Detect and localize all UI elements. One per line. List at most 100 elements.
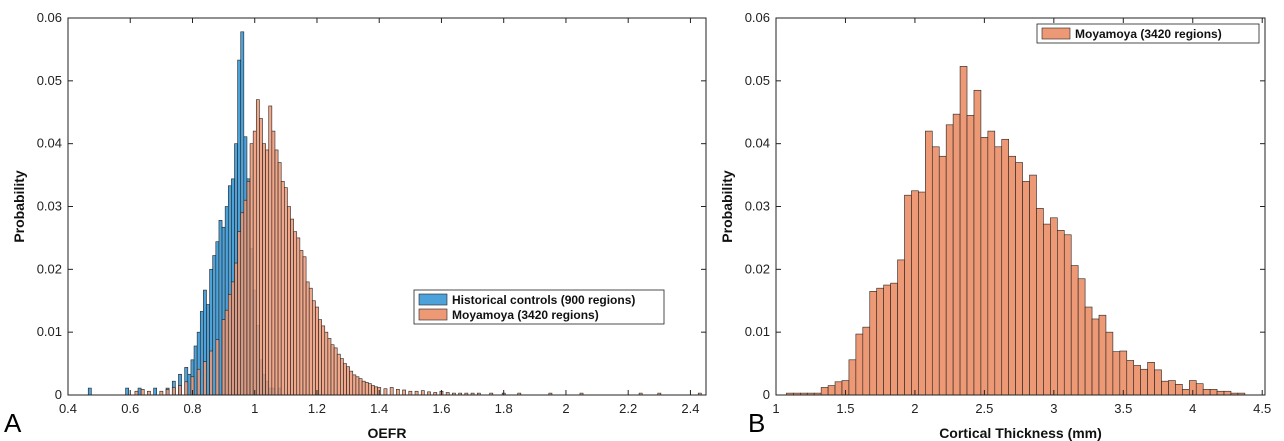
bar xyxy=(178,385,182,396)
bar xyxy=(931,146,940,396)
y-tick-label: 0.05 xyxy=(37,73,62,88)
x-axis-label: Cortical Thickness (mm) xyxy=(939,425,1102,441)
legend-entry: Moyamoya (3420 regions) xyxy=(452,308,599,322)
bar xyxy=(227,294,232,396)
bar xyxy=(265,149,270,396)
y-tick-label: 0.05 xyxy=(745,73,770,88)
bar xyxy=(1202,389,1211,396)
legend: Historical controls (900 regions)Moyamoy… xyxy=(413,289,665,325)
bar xyxy=(1105,331,1114,396)
bar xyxy=(834,381,843,396)
bar xyxy=(240,212,245,396)
bar xyxy=(165,389,170,396)
bar xyxy=(1126,360,1135,396)
y-tick-label: 0.03 xyxy=(37,199,62,214)
bar xyxy=(287,206,291,396)
bar xyxy=(980,137,989,396)
y-axis-label: Probability xyxy=(719,170,735,243)
bar xyxy=(271,130,276,396)
bar xyxy=(274,149,279,396)
bar xyxy=(1001,138,1009,396)
y-tick-label: 0.03 xyxy=(745,199,770,214)
bar xyxy=(302,256,307,396)
bar xyxy=(147,390,151,396)
y-tick-label: 0.06 xyxy=(745,10,770,25)
bar xyxy=(876,287,884,396)
x-tick-label: 1.6 xyxy=(432,401,450,416)
bar xyxy=(203,361,207,396)
bar xyxy=(1022,181,1030,396)
series-0 xyxy=(786,66,1246,396)
y-tick-label: 0.01 xyxy=(745,324,770,339)
bar xyxy=(308,287,313,396)
bar xyxy=(221,319,226,396)
bar xyxy=(383,388,388,396)
legend-swatch xyxy=(418,308,448,321)
y-tick-label: 0.06 xyxy=(37,10,62,25)
legend: Moyamoya (3420 regions) xyxy=(1036,23,1260,44)
panel-label: B xyxy=(748,408,765,438)
legend-box xyxy=(1036,23,1260,44)
bar xyxy=(848,359,857,396)
bar xyxy=(1195,383,1204,396)
bar xyxy=(1182,389,1190,396)
bar xyxy=(408,390,413,396)
bar xyxy=(324,331,329,396)
bar xyxy=(368,383,372,396)
bar xyxy=(389,387,394,396)
bar xyxy=(255,99,260,396)
bar xyxy=(374,386,378,396)
bar xyxy=(299,250,304,396)
bar xyxy=(187,373,192,396)
bar xyxy=(1140,368,1148,396)
bar xyxy=(193,345,198,396)
bar xyxy=(1209,389,1218,396)
bar xyxy=(994,146,1003,396)
bar xyxy=(249,143,254,396)
y-tick-label: 0 xyxy=(763,387,770,402)
bar xyxy=(237,231,242,396)
bar xyxy=(87,387,92,396)
bar xyxy=(820,387,829,396)
x-tick-label: 1 xyxy=(772,401,779,416)
bar xyxy=(1077,278,1086,396)
y-tick-label: 0.02 xyxy=(745,261,770,276)
bar xyxy=(293,231,298,396)
bar xyxy=(312,300,316,396)
bar xyxy=(140,389,145,396)
bar xyxy=(206,304,210,396)
bar xyxy=(938,155,947,396)
panel-label: A xyxy=(4,408,22,438)
bar xyxy=(224,309,229,396)
bar xyxy=(199,311,204,396)
bar xyxy=(1043,223,1051,396)
bar xyxy=(1154,369,1162,396)
bar xyxy=(137,387,142,396)
bar xyxy=(1161,380,1169,396)
bar xyxy=(1036,208,1044,396)
bar xyxy=(318,319,322,396)
bar xyxy=(1168,380,1176,396)
bar xyxy=(414,390,419,396)
chart-panel-b: 0 0.01 0.02 0.03 0.04 0.05 0.06 1 1.5 2 2.5 3 3.5 4 4.… xyxy=(719,10,1271,441)
bar xyxy=(277,162,282,396)
bar xyxy=(134,390,139,396)
bar xyxy=(327,338,332,396)
bar xyxy=(1008,155,1016,396)
bar xyxy=(315,306,319,396)
bar xyxy=(262,143,266,396)
bar xyxy=(352,374,357,396)
bar xyxy=(1091,318,1100,396)
x-tick-label: 2.4 xyxy=(681,401,699,416)
bar xyxy=(196,368,201,396)
x-tick-label: 2.5 xyxy=(975,401,993,416)
bar xyxy=(402,389,406,396)
legend-entry: Moyamoya (3420 regions) xyxy=(1075,27,1222,41)
bar xyxy=(355,376,360,396)
y-tick-label: 0.04 xyxy=(745,136,770,151)
bar xyxy=(343,363,347,396)
bar xyxy=(159,390,164,396)
bar xyxy=(364,382,369,396)
bar xyxy=(1070,265,1079,396)
